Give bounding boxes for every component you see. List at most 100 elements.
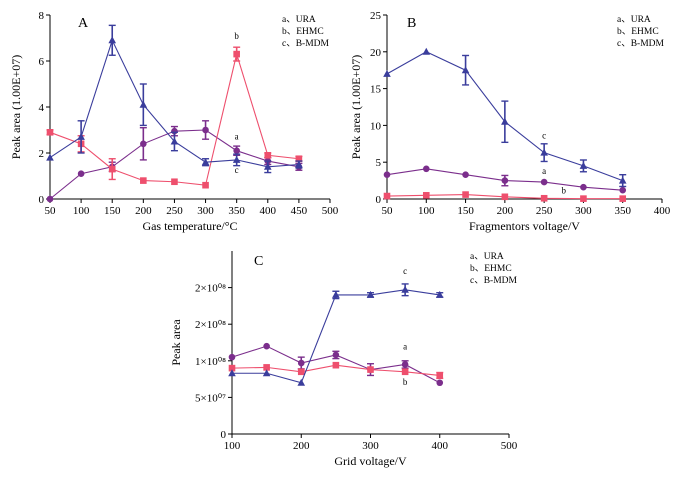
data-point: [263, 162, 272, 170]
data-point: [263, 364, 270, 371]
legend-entry: b、EHMC: [617, 27, 659, 37]
x-tick-label: 100: [418, 205, 435, 217]
y-tick-label: 0: [376, 194, 382, 206]
data-point: [332, 361, 340, 369]
x-tick-label: 500: [322, 205, 339, 217]
data-point: [461, 66, 470, 74]
y-tick-label: 2×10⁰⁸: [195, 319, 226, 331]
y-tick-label: 4: [39, 102, 45, 114]
data-point: [297, 368, 305, 376]
x-tick-label: 400: [654, 205, 671, 217]
data-point: [77, 132, 85, 140]
series-ehmc: [228, 361, 444, 380]
x-tick-label: 50: [45, 205, 57, 217]
y-tick-label: 20: [370, 47, 382, 59]
curve-label: c: [403, 266, 407, 276]
series-ehmc: [46, 46, 303, 189]
data-point: [435, 290, 444, 298]
x-axis-title: Grid voltage/V: [334, 454, 407, 468]
legend-entry: a、URA: [282, 15, 316, 25]
data-point: [297, 359, 305, 367]
x-tick-label: 200: [135, 205, 152, 217]
data-point: [383, 192, 391, 200]
data-point: [332, 290, 340, 298]
x-tick-label: 300: [197, 205, 214, 217]
y-tick-label: 0: [39, 194, 45, 206]
data-point: [108, 165, 116, 173]
y-tick-label: 8: [39, 10, 45, 22]
y-axis-title: Peak area (1.00E+07): [9, 55, 23, 159]
data-point: [295, 160, 303, 168]
data-point: [77, 170, 85, 177]
legend-entry: b、EHMC: [470, 264, 512, 274]
data-point: [228, 369, 236, 377]
data-point: [401, 361, 409, 368]
data-point: [46, 129, 54, 136]
data-point: [422, 47, 431, 55]
data-point: [295, 155, 303, 163]
y-tick-label: 2: [39, 148, 45, 160]
data-point: [228, 353, 236, 361]
panel-label: A: [78, 16, 89, 31]
x-tick-label: 100: [224, 440, 241, 452]
data-point: [540, 178, 548, 186]
series-ehmc: [383, 191, 627, 202]
x-tick-label: 500: [501, 440, 518, 452]
data-point: [401, 285, 409, 293]
x-tick-label: 350: [614, 205, 631, 217]
data-point: [140, 177, 147, 184]
curve-label: b: [562, 185, 567, 195]
panel-b: 50 100 150 200 250 300 350 400 0 5 10 15 20 25 Fragmen…: [349, 10, 671, 233]
x-tick-label: 300: [575, 205, 592, 217]
y-axis-title: Peak area (1.00E+07): [349, 55, 363, 159]
x-tick-label: 200: [497, 205, 514, 217]
series-b-mdm: [46, 24, 303, 174]
y-axis-title: Peak area: [169, 319, 183, 366]
data-point: [619, 186, 627, 194]
data-point: [580, 195, 587, 202]
panel-label: B: [407, 16, 416, 31]
curve-label: a: [235, 132, 239, 142]
curve-label: c: [542, 131, 546, 141]
x-tick-label: 250: [536, 205, 553, 217]
data-point: [436, 379, 444, 387]
data-point: [232, 155, 241, 163]
data-point: [462, 171, 469, 179]
y-tick-label: 10: [370, 120, 382, 132]
y-tick-label: 25: [370, 10, 382, 22]
data-point: [366, 290, 375, 298]
data-point: [383, 171, 391, 179]
legend-entry: c、B-MDM: [617, 39, 665, 49]
data-point: [139, 100, 148, 108]
data-point: [462, 191, 469, 198]
data-point: [501, 193, 509, 201]
panel-a: 50 100 150 200 250 300 350 400 450 500 0 2 4 6 8 Gas te…: [9, 10, 339, 233]
x-tick-label: 150: [104, 205, 121, 217]
y-tick-label: 6: [39, 56, 45, 68]
data-point: [297, 378, 306, 386]
data-point: [262, 369, 271, 377]
curve-label: c: [235, 165, 239, 175]
data-point: [540, 148, 548, 156]
x-tick-label: 100: [73, 205, 90, 217]
data-point: [170, 137, 179, 145]
data-point: [171, 178, 178, 186]
x-tick-label: 250: [166, 205, 183, 217]
y-tick-label: 5: [376, 157, 382, 169]
curve-label: a: [403, 341, 407, 351]
data-point: [108, 36, 117, 44]
x-axis-title: Gas temperature/°C: [142, 219, 237, 233]
data-point: [580, 183, 587, 191]
data-point: [264, 152, 272, 159]
curve-label: b: [234, 31, 239, 41]
data-point: [263, 342, 270, 350]
data-point: [501, 177, 509, 184]
legend-entry: a、URA: [617, 15, 651, 25]
x-tick-label: 300: [362, 440, 379, 452]
data-point: [579, 161, 588, 169]
data-point: [401, 368, 409, 376]
data-point: [367, 366, 374, 373]
legend-entry: b、EHMC: [282, 27, 324, 37]
data-point: [202, 126, 209, 134]
